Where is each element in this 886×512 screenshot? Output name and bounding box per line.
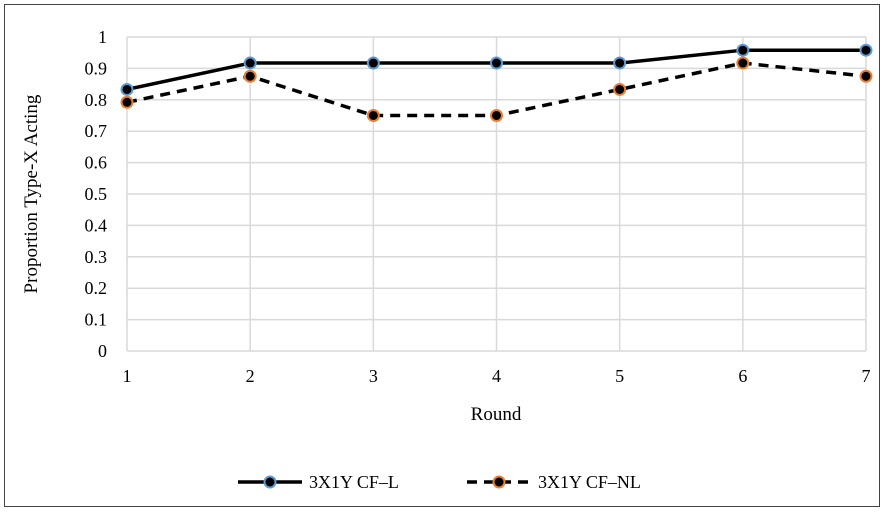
y-tick-label: 0.3 [85, 247, 108, 267]
x-tick-label: 6 [738, 366, 747, 386]
series-2-point [859, 69, 873, 83]
series-2-point [613, 82, 627, 96]
gridlines [126, 36, 867, 352]
series-markers [120, 43, 873, 122]
y-tick-label: 0.5 [85, 184, 108, 204]
chart-frame [4, 4, 880, 507]
y-tick-label: 0.6 [85, 153, 108, 173]
y-tick-label: 0.1 [85, 310, 108, 330]
y-tick-label: 0.7 [85, 121, 108, 141]
x-tick-label: 4 [492, 366, 501, 386]
y-tick-label: 0.9 [85, 58, 108, 78]
legend: 3X1Y CF–L 3X1Y CF–NL [238, 472, 641, 492]
y-tick-label: 1 [98, 27, 107, 47]
x-tick-label: 3 [369, 366, 378, 386]
series-2-point [490, 109, 503, 122]
y-axis-ticks: 0 0.1 0.2 0.3 0.4 0.5 0.6 0.7 0.8 0.9 1 [85, 27, 108, 361]
series-2-point [120, 95, 134, 109]
legend-label-2: 3X1Y CF–NL [538, 472, 641, 492]
x-axis-title: Round [471, 404, 522, 425]
x-tick-label: 5 [615, 366, 624, 386]
series-2-point [736, 56, 750, 70]
legend-label-1: 3X1Y CF–L [309, 472, 399, 492]
x-tick-label: 1 [123, 366, 132, 386]
y-tick-label: 0.8 [85, 90, 108, 110]
series-2-point [366, 109, 380, 122]
x-tick-label: 7 [862, 366, 871, 386]
series-1-point [243, 56, 257, 70]
legend-marker-1 [263, 475, 277, 489]
series-1-point [120, 82, 134, 96]
series-1-point [613, 56, 627, 70]
y-tick-label: 0.2 [85, 278, 108, 298]
x-axis-ticks: 1 2 3 4 5 6 7 [123, 366, 871, 386]
y-axis-title: Proportion Type-X Acting [21, 94, 42, 293]
series-1-point [490, 56, 503, 70]
series-1-point [366, 56, 380, 70]
y-tick-label: 0 [98, 341, 107, 361]
x-tick-label: 2 [246, 366, 255, 386]
series-1-point [736, 43, 750, 57]
series-1-point [859, 43, 873, 57]
series-2-point [243, 69, 257, 83]
legend-marker-2 [492, 475, 506, 489]
y-tick-label: 0.4 [85, 215, 108, 235]
